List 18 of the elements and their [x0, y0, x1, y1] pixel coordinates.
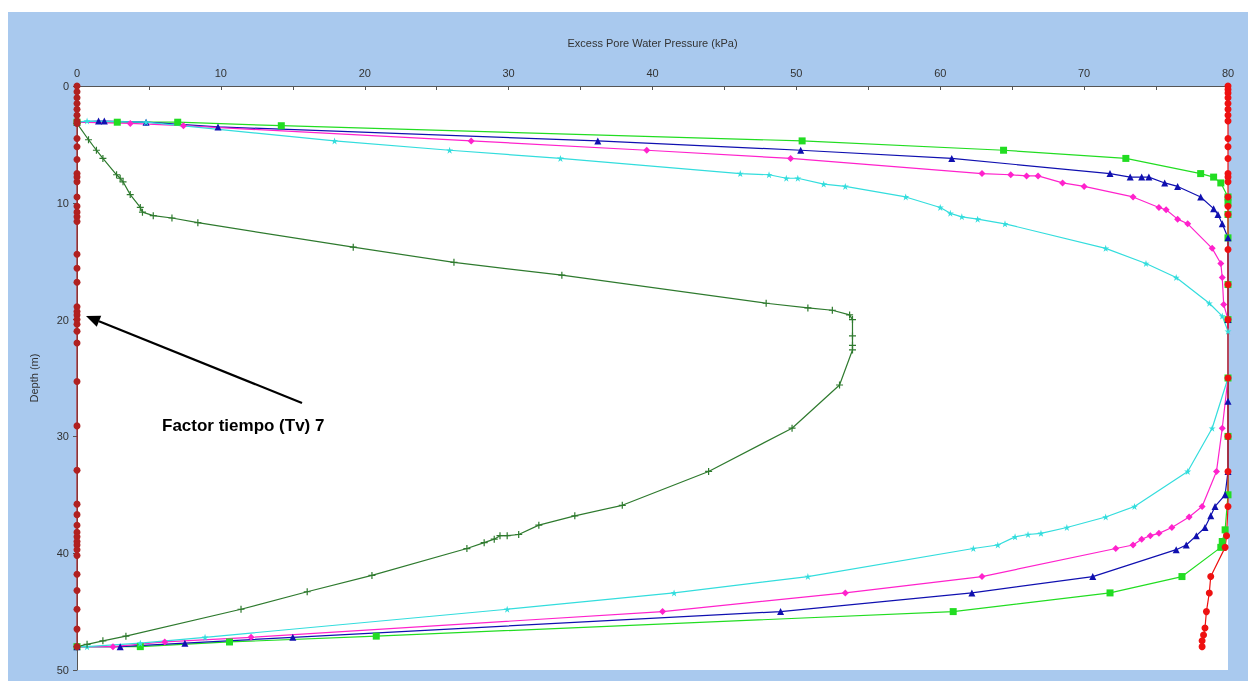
x-tick-label: 30 [502, 66, 515, 79]
y-tick-label: 40 [56, 547, 69, 560]
y-tick-label: 20 [56, 313, 69, 326]
x-tick-label: 80 [1221, 66, 1235, 79]
y-tick-label: 10 [56, 196, 69, 209]
x-tick-label: 0 [73, 66, 81, 79]
x-tick-label: 70 [1078, 66, 1091, 79]
x-tick-label: 10 [214, 66, 227, 79]
x-tick-label: 50 [790, 66, 803, 79]
x-tick-label: 20 [358, 66, 371, 79]
y-tick-label: 0 [62, 80, 69, 92]
annotation: Factor tiempo (Tv) 7 [162, 416, 325, 435]
y-axis-title: Depth (m) [27, 353, 40, 403]
x-tick-label: 60 [934, 66, 947, 79]
x-tick-label: 40 [646, 66, 659, 79]
y-tick-label: 30 [56, 430, 69, 443]
x-axis-title: Excess Pore Water Pressure (kPa) [567, 36, 738, 49]
y-tick-label: 50 [56, 664, 69, 676]
